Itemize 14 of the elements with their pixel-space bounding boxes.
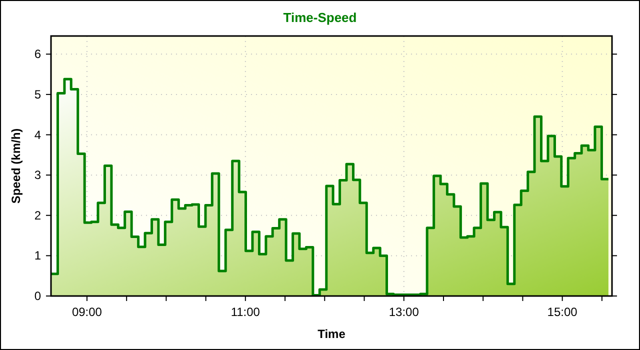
y-tick-label: 5: [34, 87, 42, 102]
y-axis-title: Speed (km/h): [9, 128, 23, 204]
y-tick-label: 0: [34, 289, 42, 303]
x-axis-title: Time: [318, 327, 346, 341]
chart-title: Time-Speed: [283, 10, 357, 25]
y-tick-label: 6: [34, 47, 42, 62]
y-tick-label: 3: [34, 168, 42, 182]
y-tick-label: 4: [34, 128, 42, 142]
x-tick-label: 09:00: [72, 305, 102, 319]
y-tick-label: 1: [34, 248, 42, 263]
y-tick-label: 2: [34, 208, 42, 222]
x-tick-label: 11:00: [230, 305, 260, 319]
x-tick-label: 13:00: [388, 305, 420, 319]
x-tick-label: 15:00: [547, 305, 578, 319]
